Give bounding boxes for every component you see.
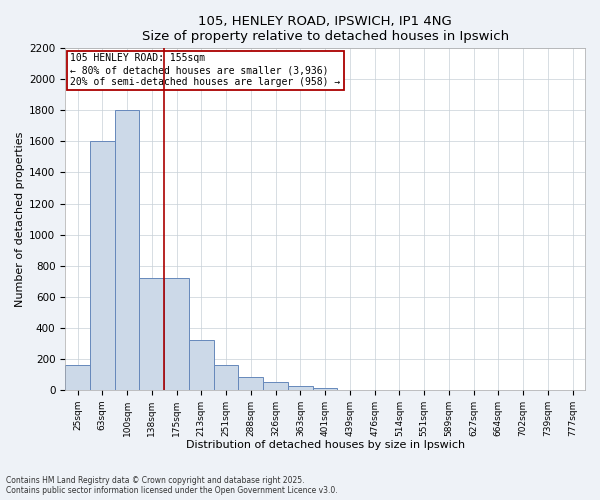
- Bar: [65, 365, 90, 390]
- Bar: [189, 340, 214, 390]
- Text: Contains HM Land Registry data © Crown copyright and database right 2025.
Contai: Contains HM Land Registry data © Crown c…: [6, 476, 338, 495]
- Title: 105, HENLEY ROAD, IPSWICH, IP1 4NG
Size of property relative to detached houses : 105, HENLEY ROAD, IPSWICH, IP1 4NG Size …: [142, 15, 509, 43]
- Bar: [90, 142, 115, 390]
- Bar: [139, 278, 164, 390]
- Bar: [288, 386, 313, 390]
- Bar: [214, 365, 238, 390]
- X-axis label: Distribution of detached houses by size in Ipswich: Distribution of detached houses by size …: [185, 440, 464, 450]
- Bar: [313, 388, 337, 390]
- Text: 105 HENLEY ROAD: 155sqm
← 80% of detached houses are smaller (3,936)
20% of semi: 105 HENLEY ROAD: 155sqm ← 80% of detache…: [70, 54, 341, 86]
- Bar: [115, 110, 139, 390]
- Bar: [263, 382, 288, 390]
- Bar: [164, 278, 189, 390]
- Y-axis label: Number of detached properties: Number of detached properties: [15, 132, 25, 306]
- Bar: [238, 378, 263, 390]
